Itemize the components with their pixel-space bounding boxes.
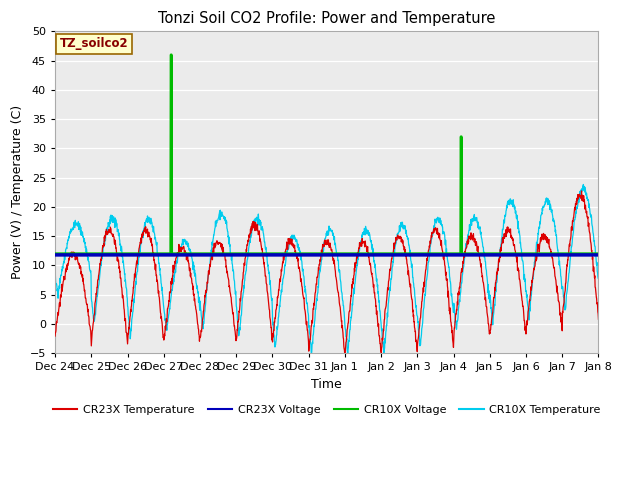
Legend: CR23X Temperature, CR23X Voltage, CR10X Voltage, CR10X Temperature: CR23X Temperature, CR23X Voltage, CR10X … bbox=[48, 401, 605, 420]
Title: Tonzi Soil CO2 Profile: Power and Temperature: Tonzi Soil CO2 Profile: Power and Temper… bbox=[158, 11, 495, 26]
Text: TZ_soilco2: TZ_soilco2 bbox=[60, 37, 128, 50]
X-axis label: Time: Time bbox=[312, 378, 342, 391]
Y-axis label: Power (V) / Temperature (C): Power (V) / Temperature (C) bbox=[11, 105, 24, 279]
